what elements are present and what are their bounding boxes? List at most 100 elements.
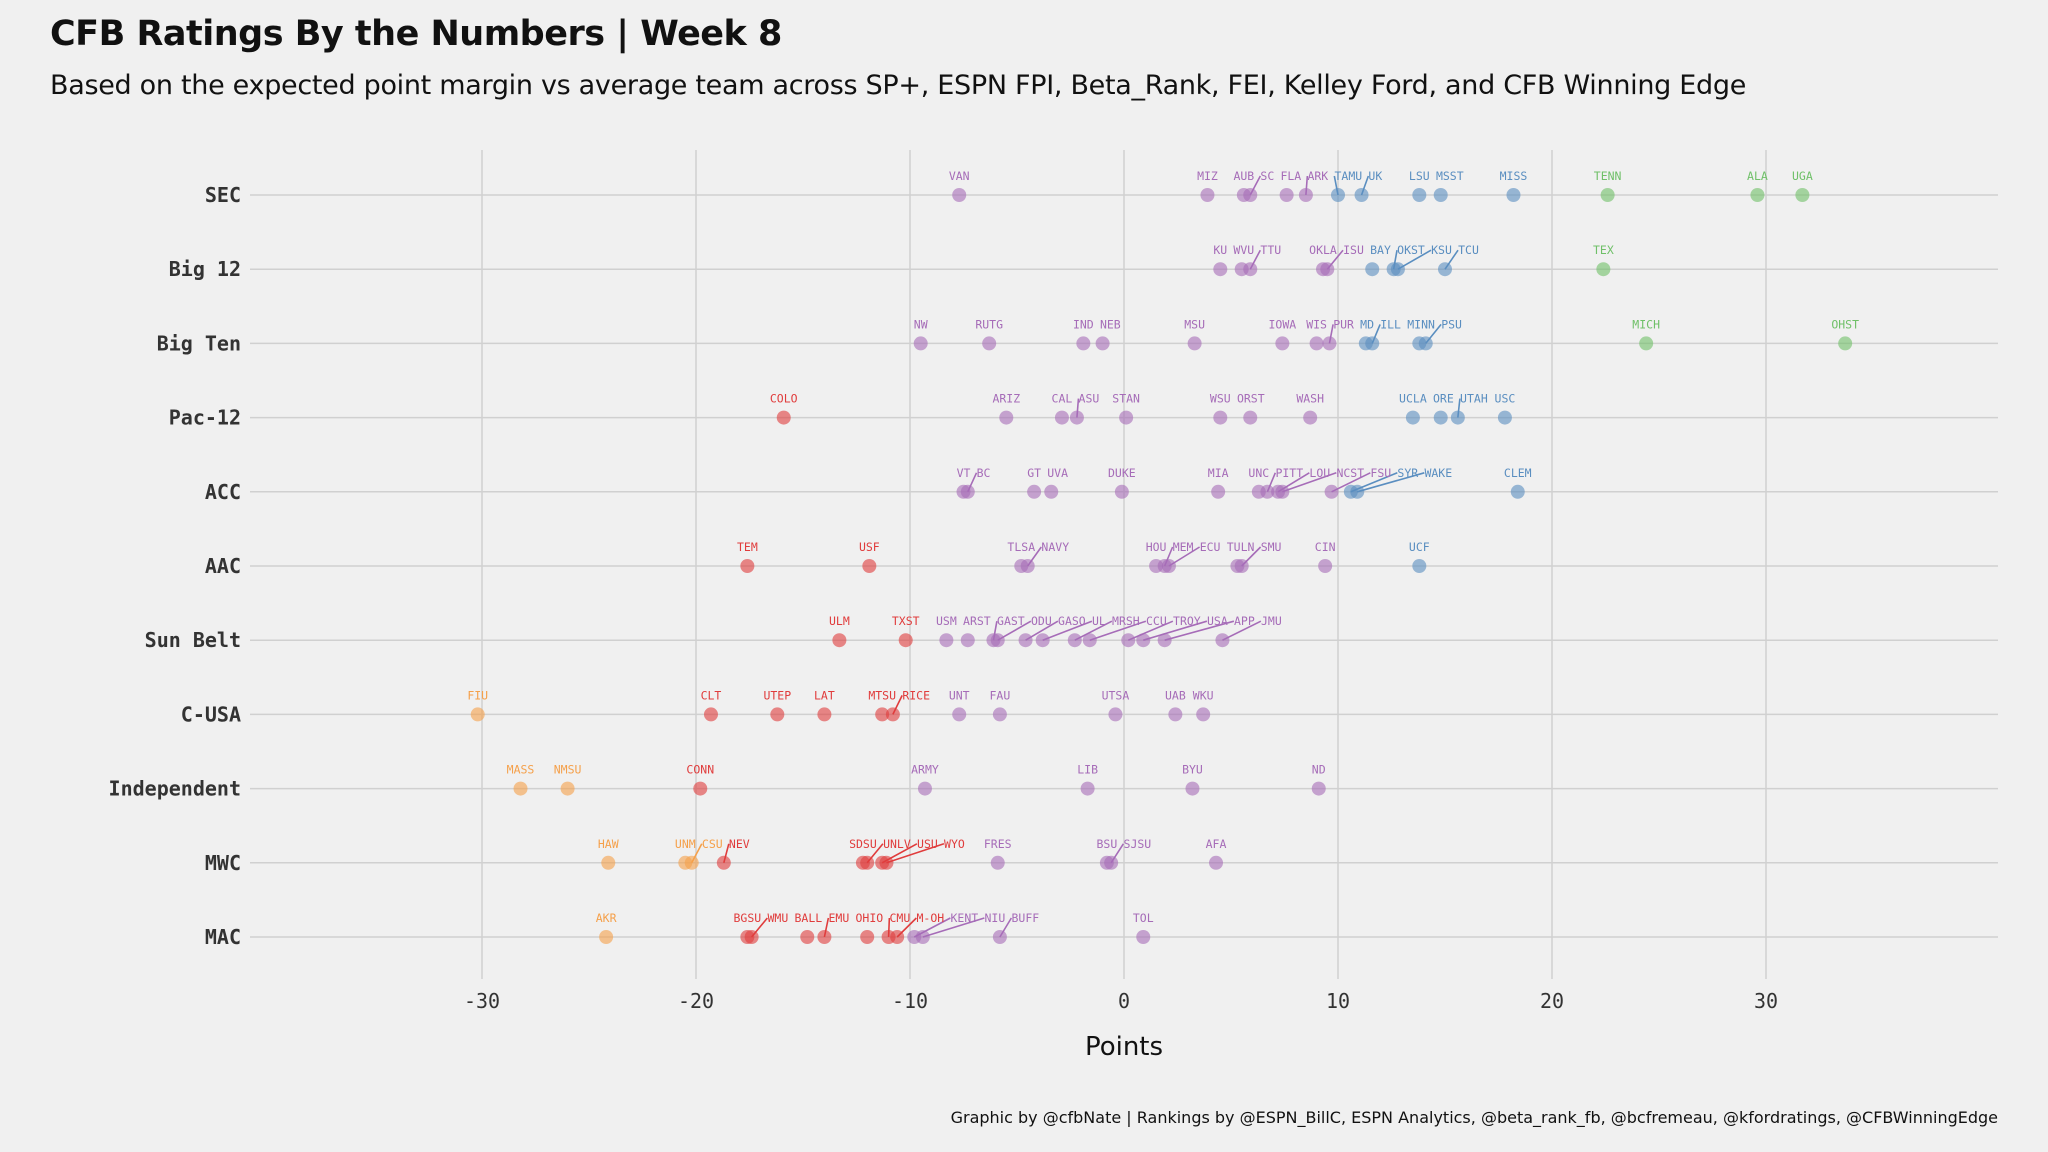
team-point <box>1213 262 1228 277</box>
team-point <box>513 781 528 796</box>
team-point <box>1082 633 1097 648</box>
team-point <box>1433 188 1448 202</box>
team-point <box>817 930 832 944</box>
team-label: FSU <box>1370 466 1391 480</box>
team-label: CAL <box>1052 392 1073 406</box>
team-label: KENT <box>951 911 979 925</box>
team-label: MINN <box>1407 317 1435 331</box>
x-tick-label: 20 <box>1540 989 1564 1013</box>
team-point <box>939 633 954 648</box>
team-label: KSU <box>1431 243 1452 257</box>
team-label: WASH <box>1296 392 1324 406</box>
team-point <box>1795 188 1810 202</box>
team-point <box>776 410 791 425</box>
team-label: UGA <box>1792 169 1813 183</box>
team-label: COLO <box>770 392 798 406</box>
team-label: APP <box>1234 614 1255 628</box>
team-label: ILL <box>1380 317 1401 331</box>
team-point <box>952 188 967 202</box>
team-label: TTU <box>1260 243 1281 257</box>
team-label: WMU <box>767 911 788 925</box>
team-label: BYU <box>1182 763 1203 777</box>
team-point <box>1412 559 1427 573</box>
label-leader-lines <box>691 175 1461 938</box>
team-point <box>1054 410 1069 425</box>
team-point <box>917 781 932 796</box>
team-label: UCF <box>1409 540 1430 554</box>
team-label: CLT <box>701 688 722 702</box>
team-point <box>1365 262 1380 277</box>
team-label: SYR <box>1397 466 1418 480</box>
team-point <box>992 930 1007 944</box>
team-point <box>470 707 485 722</box>
team-label: AKR <box>596 911 617 925</box>
team-point <box>1080 781 1095 796</box>
team-point <box>1497 410 1512 425</box>
label-leader-line <box>1357 472 1425 493</box>
x-tick-labels: -30 -20 -10 0 10 20 30 <box>464 989 1778 1013</box>
team-label: PUR <box>1333 317 1354 331</box>
team-label: ARST <box>963 614 991 628</box>
team-label: GAST <box>997 614 1025 628</box>
team-label: AUB <box>1233 169 1254 183</box>
team-point <box>960 633 975 648</box>
team-label: MSU <box>1184 317 1205 331</box>
conference-label: C-USA <box>181 702 241 726</box>
team-point <box>1200 188 1215 202</box>
team-point <box>832 633 847 648</box>
team-point <box>1405 410 1420 425</box>
team-point <box>990 855 1005 870</box>
team-point <box>1104 855 1119 870</box>
team-label: MSST <box>1436 169 1464 183</box>
team-label: TEM <box>737 540 758 554</box>
team-label: IND <box>1073 317 1094 331</box>
team-point <box>1020 559 1035 573</box>
team-point <box>1035 633 1050 648</box>
conference-label: SEC <box>205 183 241 207</box>
team-point <box>599 930 614 944</box>
team-point <box>1243 188 1258 202</box>
label-leader-line <box>886 843 945 864</box>
conference-label: ACC <box>205 480 241 504</box>
team-point <box>1418 336 1433 351</box>
team-point <box>1324 484 1339 499</box>
team-point <box>992 707 1007 722</box>
team-label: VT <box>957 466 971 480</box>
team-point <box>1243 410 1258 425</box>
x-tick-label: -10 <box>892 989 928 1013</box>
label-leader-line <box>1143 620 1208 641</box>
team-label: MD <box>1360 317 1374 331</box>
team-point <box>684 855 699 870</box>
team-label: EMU <box>828 911 849 925</box>
x-tick-label: 0 <box>1118 989 1130 1013</box>
team-point <box>1114 484 1129 499</box>
team-label: NW <box>914 317 928 331</box>
team-point <box>1750 188 1765 202</box>
team-label: UCLA <box>1399 392 1427 406</box>
team-point <box>860 930 875 944</box>
team-label: HAW <box>598 837 619 851</box>
team-point <box>1108 707 1123 722</box>
team-point <box>1596 262 1611 277</box>
team-label: IOWA <box>1269 317 1297 331</box>
team-point <box>1215 633 1230 648</box>
label-leader-line <box>1282 472 1337 493</box>
team-label: FRES <box>984 837 1012 851</box>
team-point <box>1234 559 1249 573</box>
team-label: AFA <box>1206 837 1227 851</box>
team-label: FLA <box>1280 169 1301 183</box>
team-label: GT <box>1027 466 1041 480</box>
label-leader-line <box>1089 620 1147 641</box>
team-label: HOU <box>1146 540 1167 554</box>
team-label: TLSA <box>1007 540 1035 554</box>
team-label: USC <box>1495 392 1516 406</box>
team-label: BUFF <box>1012 911 1040 925</box>
team-label: UL <box>1092 614 1106 628</box>
team-label: USM <box>936 614 957 628</box>
team-point <box>800 930 815 944</box>
team-label: LOU <box>1309 466 1330 480</box>
team-point <box>1298 188 1313 202</box>
team-point <box>770 707 785 722</box>
team-point <box>1168 707 1183 722</box>
team-label: TULN <box>1227 540 1255 554</box>
